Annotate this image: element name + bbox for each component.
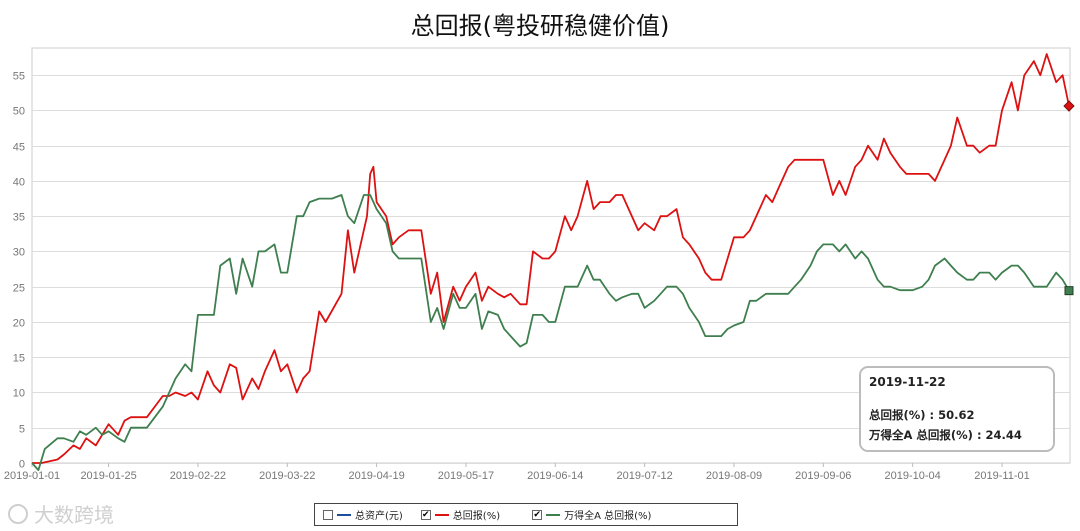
tooltip-row-total-return: 总回报(%) : 50.62	[869, 407, 1045, 423]
x-tick-label: 2019-11-01	[974, 470, 1029, 482]
series-end-marker	[1063, 100, 1075, 112]
y-tick-label: 10	[13, 388, 25, 400]
tooltip-value: 50.62	[938, 408, 975, 422]
legend-item-total-assets[interactable]: 总资产(元)	[323, 507, 403, 522]
x-tick-label: 2019-04-19	[348, 470, 404, 482]
legend-label: 总资产(元)	[355, 511, 403, 522]
legend-swatch	[434, 513, 449, 516]
x-tick-label: 2019-09-06	[795, 470, 851, 482]
y-tick-label: 55	[13, 71, 25, 83]
tooltip-value: 24.44	[985, 428, 1022, 442]
y-tick-label: 50	[13, 106, 25, 118]
x-tick-label: 2019-01-01	[4, 470, 60, 482]
series-line-1	[32, 53, 1070, 464]
watermark-text: 大数跨境	[34, 503, 114, 527]
tooltip-row-index-return: 万得全A 总回报(%) : 24.44	[869, 427, 1045, 443]
series-end-marker	[1064, 286, 1074, 296]
watermark: 大数跨境	[8, 499, 114, 528]
chart-legend: 总资产(元) ✔ 总回报(%) ✔ 万得全A 总回报(%)	[314, 503, 738, 526]
tooltip-date: 2019-11-22	[869, 375, 946, 389]
x-tick-label: 2019-10-04	[885, 470, 941, 482]
y-tick-label: 25	[13, 283, 25, 295]
y-tick-label: 15	[13, 353, 25, 365]
y-tick-label: 40	[13, 177, 25, 189]
legend-checkbox[interactable]: ✔	[532, 509, 543, 520]
y-tick-label: 0	[19, 459, 25, 471]
x-tick-label: 2019-01-25	[80, 470, 136, 482]
series-line-2	[31, 194, 1070, 472]
chart-tooltip: 2019-11-22 总回报(%) : 50.62 万得全A 总回报(%) : …	[859, 366, 1055, 452]
legend-label: 万得全A 总回报(%)	[564, 511, 652, 522]
legend-checkbox[interactable]	[323, 509, 333, 520]
y-tick-label: 45	[13, 142, 25, 154]
legend-swatch	[546, 513, 561, 516]
y-tick-label: 30	[13, 247, 25, 259]
legend-item-total-return[interactable]: ✔ 总回报(%)	[420, 507, 501, 522]
x-tick-label: 2019-03-22	[259, 470, 315, 482]
legend-item-index-return[interactable]: ✔ 万得全A 总回报(%)	[532, 507, 651, 522]
legend-checkbox[interactable]: ✔	[420, 509, 431, 520]
y-tick-label: 5	[19, 424, 25, 436]
x-tick-label: 2019-05-17	[438, 470, 494, 482]
x-tick-label: 2019-07-12	[616, 470, 672, 482]
x-tick-label: 2019-08-09	[706, 470, 762, 482]
legend-swatch	[337, 513, 351, 516]
tooltip-label: 万得全A 总回报(%) :	[869, 428, 986, 442]
tooltip-label: 总回报(%) :	[869, 408, 939, 422]
y-tick-label: 35	[13, 212, 25, 224]
x-tick-label: 2019-06-14	[527, 470, 583, 482]
legend-label: 总回报(%)	[452, 511, 501, 522]
x-tick-label: 2019-02-22	[170, 470, 226, 482]
y-tick-label: 20	[13, 318, 25, 330]
watermark-logo-icon	[8, 503, 28, 524]
chart-title: 总回报(粤投研稳健价值)	[410, 12, 670, 40]
